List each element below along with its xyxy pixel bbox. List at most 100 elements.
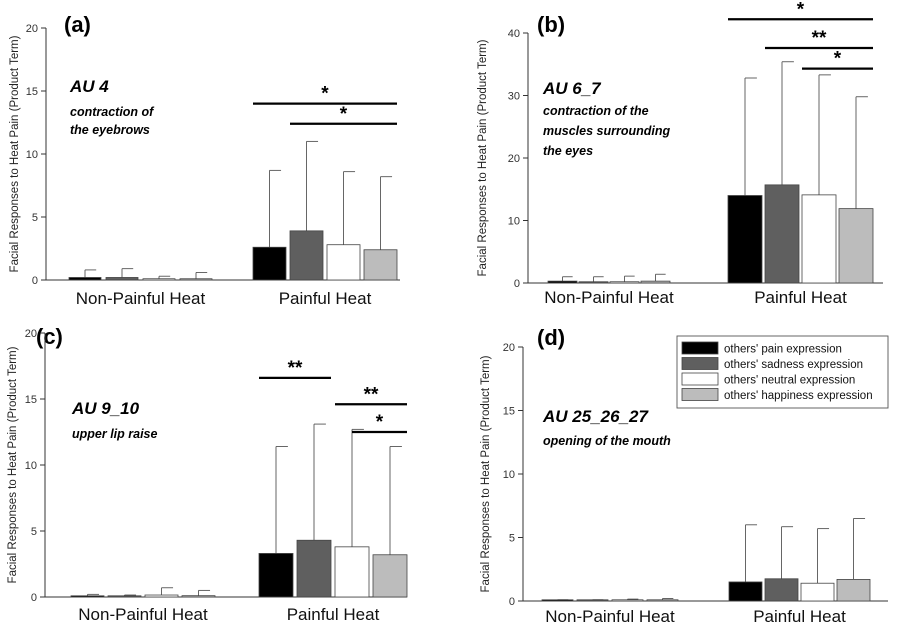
category-label: Non-Painful Heat [78, 605, 208, 624]
bar [252, 246, 287, 281]
significance-label: ** [812, 28, 827, 49]
y-tick-label: 0 [509, 596, 515, 608]
category-label: Painful Heat [279, 289, 372, 308]
bar [258, 553, 294, 598]
legend-label: others' neutral expression [724, 375, 855, 387]
panel-label: (c) [36, 324, 63, 349]
y-tick-label: 0 [31, 592, 37, 604]
legend-label: others' sadness expression [724, 359, 863, 371]
y-tick-label: 20 [503, 342, 515, 354]
au-title: AU 4 [69, 77, 109, 96]
bar [836, 579, 871, 602]
y-axis-title: Facial Responses to Heat Pain (Product T… [9, 35, 21, 272]
y-tick-label: 0 [32, 275, 38, 287]
au-description-line: opening of the mouth [543, 434, 671, 448]
y-axis-title: Facial Responses to Heat Pain (Product T… [477, 39, 489, 276]
au-description-line: the eyes [543, 144, 593, 158]
panel-label: (d) [537, 325, 565, 350]
panel-label: (a) [64, 12, 91, 37]
legend-swatch [681, 372, 719, 386]
bar [800, 582, 835, 602]
bar [70, 595, 105, 598]
bar [578, 281, 609, 284]
panel-1: (a) AU 4 contraction of the eyebrows 0 5 10 15 2… [9, 12, 400, 308]
y-tick-label: 0 [514, 278, 520, 290]
y-axis-title: Facial Responses to Heat Pain (Product T… [7, 346, 19, 583]
bar [764, 578, 799, 602]
y-tick-label: 15 [503, 406, 515, 418]
bar [296, 539, 332, 598]
y-tick-label: 15 [26, 86, 38, 98]
bar [181, 595, 216, 598]
bar [764, 184, 800, 284]
bar [289, 230, 324, 281]
bar [334, 546, 370, 598]
bar [611, 599, 644, 602]
legend-swatch [681, 341, 719, 355]
bar [68, 277, 102, 281]
y-axis-title: Facial Responses to Heat Pain (Product T… [480, 355, 492, 592]
bar [646, 599, 679, 602]
y-tick-label: 5 [509, 533, 515, 545]
au-description-line: muscles surrounding [543, 124, 670, 138]
category-label: Painful Heat [753, 607, 846, 626]
category-label: Non-Painful Heat [545, 607, 675, 626]
legend-label: others' pain expression [724, 344, 842, 356]
category-label: Painful Heat [287, 605, 380, 624]
bar [144, 594, 179, 598]
category-label: Non-Painful Heat [544, 288, 674, 307]
au-title: AU 25_26_27 [542, 407, 649, 426]
significance-label: ** [288, 358, 303, 379]
bar [363, 249, 398, 281]
y-tick-label: 30 [508, 91, 520, 103]
bar [541, 599, 574, 602]
y-tick-label: 20 [26, 23, 38, 35]
bar [576, 599, 609, 602]
legend-swatch [681, 357, 719, 370]
au-description-line: the eyebrows [70, 123, 150, 137]
y-tick-label: 20 [25, 328, 37, 340]
bar [326, 244, 361, 281]
significance-label: * [321, 84, 329, 105]
legend: others' pain expression others' sadness e… [676, 335, 889, 409]
significance-label: * [376, 412, 384, 433]
y-tick-label: 10 [26, 149, 38, 161]
bar [640, 280, 671, 284]
category-label: Non-Painful Heat [76, 289, 206, 308]
y-tick-label: 40 [508, 28, 520, 40]
y-tick-label: 5 [32, 212, 38, 224]
au-title: AU 6_7 [542, 79, 602, 98]
bar [547, 280, 578, 284]
significance-label: ** [364, 384, 379, 405]
au-description-line: upper lip raise [72, 427, 157, 441]
bar [142, 278, 176, 281]
legend-label: others' happiness expression [724, 390, 873, 402]
au-description-line: contraction of the [543, 104, 649, 118]
significance-label: * [834, 49, 842, 70]
y-tick-label: 10 [503, 469, 515, 481]
category-label: Painful Heat [754, 288, 847, 307]
au-title: AU 9_10 [71, 399, 140, 418]
significance-label: * [797, 0, 805, 20]
panel-label: (b) [537, 12, 565, 37]
significance-label: * [340, 104, 348, 125]
bar [179, 278, 213, 281]
bar [838, 208, 874, 284]
au-description-line: contraction of [70, 105, 155, 119]
bar [107, 595, 142, 598]
y-tick-label: 10 [25, 460, 37, 472]
legend-swatch [681, 388, 719, 401]
bar [801, 194, 837, 284]
y-tick-label: 10 [508, 216, 520, 228]
panel-2: (b) AU 6_7 contraction of the muscles surro… [477, 0, 883, 307]
bar [728, 581, 763, 602]
bar [609, 281, 640, 284]
bar [105, 277, 139, 281]
y-tick-label: 20 [508, 153, 520, 165]
bar [727, 195, 763, 284]
bar [372, 554, 408, 598]
y-tick-label: 5 [31, 526, 37, 538]
